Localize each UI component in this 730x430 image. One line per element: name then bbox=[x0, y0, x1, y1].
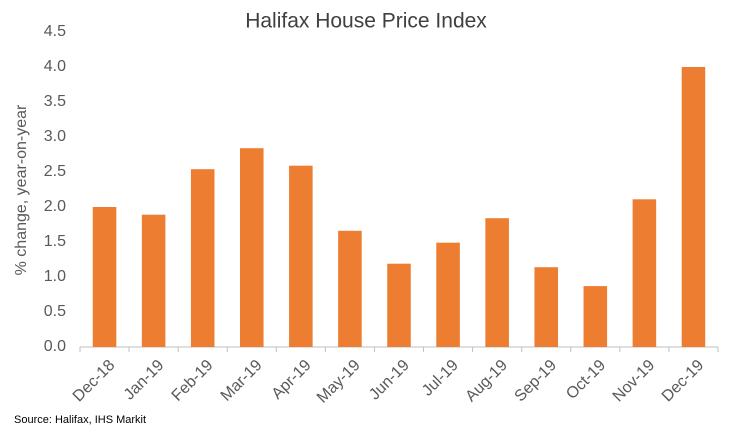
y-axis-label: % change, year-on-year bbox=[13, 104, 30, 275]
bar bbox=[239, 148, 264, 347]
bar bbox=[632, 199, 657, 347]
y-tick-label: 3.0 bbox=[44, 128, 66, 145]
bar bbox=[485, 218, 509, 347]
bar bbox=[681, 67, 706, 347]
x-tick-label: Apr-19 bbox=[269, 357, 315, 403]
x-tick-label: Dec-19 bbox=[659, 357, 708, 406]
x-tick-label: Aug-19 bbox=[462, 357, 511, 406]
y-tick-label: 4.5 bbox=[44, 23, 66, 40]
x-tick-label: May-19 bbox=[314, 357, 364, 407]
x-tick-label: Feb-19 bbox=[169, 357, 217, 405]
bar bbox=[436, 242, 460, 347]
bar bbox=[190, 169, 215, 347]
y-tick-label: 1.5 bbox=[44, 233, 66, 250]
y-tick-label: 4.0 bbox=[44, 58, 66, 75]
y-tick-label: 3.5 bbox=[44, 93, 66, 110]
bar bbox=[338, 230, 362, 347]
bar bbox=[289, 165, 313, 347]
bar bbox=[141, 214, 166, 347]
x-tick-label: Dec-18 bbox=[70, 357, 119, 406]
source-note: Source: Halifax, IHS Markit bbox=[14, 414, 146, 426]
bar bbox=[387, 263, 411, 347]
x-tick-label: Oct-19 bbox=[563, 357, 609, 403]
y-tick-label: 1.0 bbox=[44, 268, 66, 285]
x-tick-label: Nov-19 bbox=[610, 357, 659, 406]
x-tick-label: Jul-19 bbox=[419, 357, 462, 400]
y-tick-label: 2.0 bbox=[44, 198, 66, 215]
y-tick-label: 0.0 bbox=[44, 338, 66, 355]
bar bbox=[583, 286, 608, 347]
bar bbox=[92, 207, 117, 347]
y-tick-label: 2.5 bbox=[44, 163, 66, 180]
chart-title: Halifax House Price Index bbox=[245, 10, 487, 33]
bar bbox=[534, 267, 559, 347]
x-tick-label: Jun-19 bbox=[366, 357, 413, 404]
x-tick-label: Jan-19 bbox=[121, 357, 168, 404]
x-tick-label: Mar-19 bbox=[218, 357, 266, 405]
y-tick-label: 0.5 bbox=[44, 303, 66, 320]
x-tick-label: Sep-19 bbox=[512, 357, 561, 406]
